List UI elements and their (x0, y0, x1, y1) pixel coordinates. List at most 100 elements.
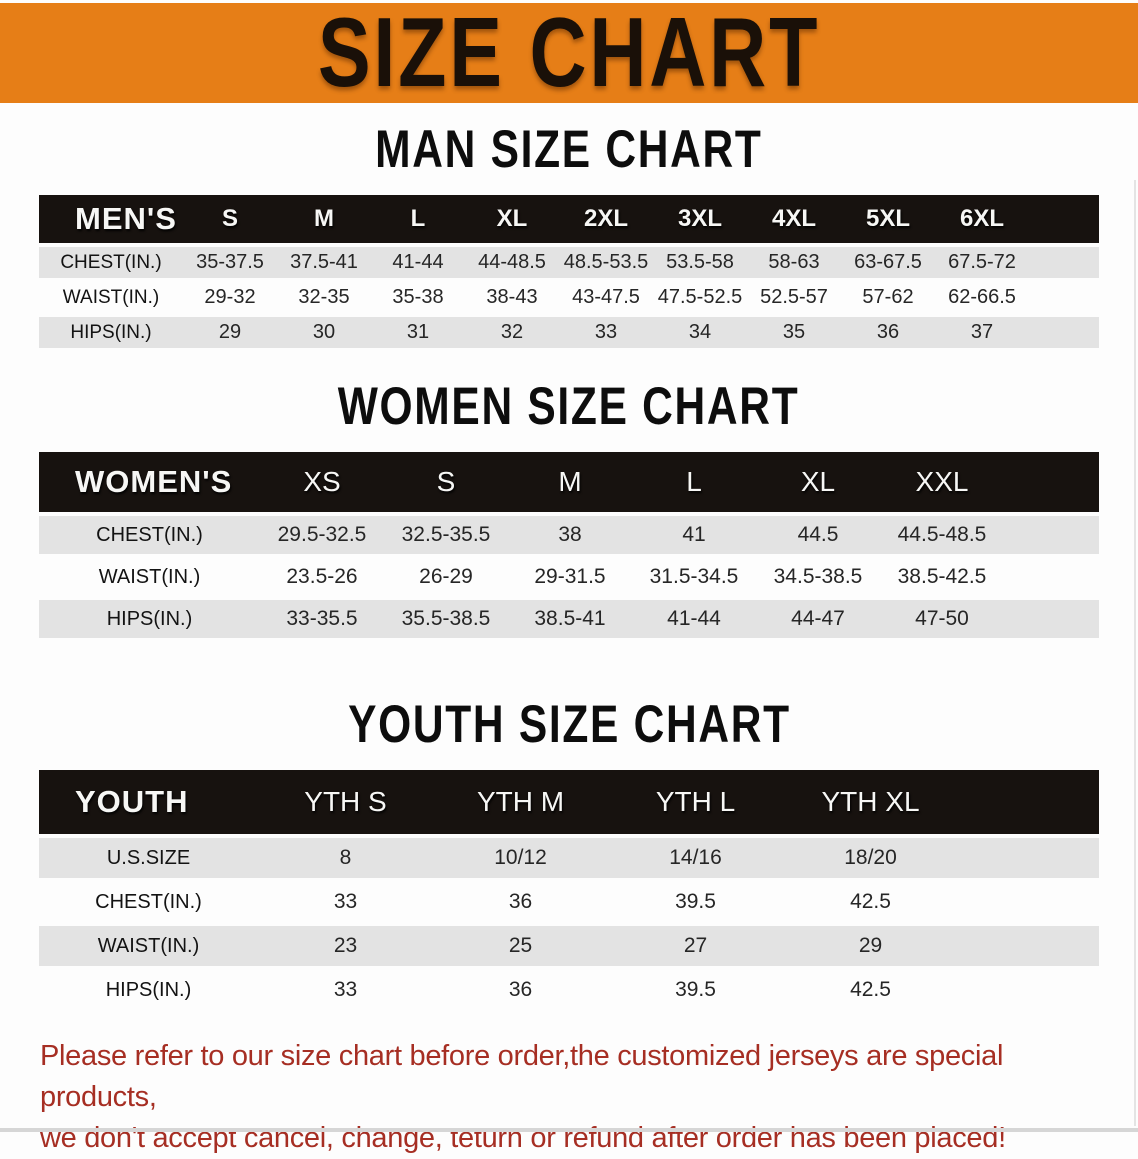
women-cell: 41 (632, 516, 756, 554)
women-cell: 35.5-38.5 (384, 600, 508, 638)
filler-cell (958, 838, 1099, 878)
youth-table-header-row: YOUTH YTH S YTH M YTH L YTH XL (39, 770, 1099, 834)
men-cell: 36 (841, 317, 935, 348)
women-chest-row: CHEST(IN.) 29.5-32.5 32.5-35.5 38 41 44.… (39, 516, 1099, 554)
women-table-label: WOMEN'S (39, 452, 260, 512)
row-label: U.S.SIZE (39, 838, 258, 878)
row-label: WAIST(IN.) (39, 926, 258, 966)
men-size-col: 2XL (559, 195, 653, 243)
row-label: HIPS(IN.) (39, 317, 183, 348)
youth-table-label: YOUTH (39, 770, 258, 834)
men-cell: 37 (935, 317, 1029, 348)
youth-cell: 25 (433, 926, 608, 966)
women-cell: 23.5-26 (286, 565, 358, 588)
row-label: CHEST(IN.) (95, 890, 202, 913)
men-cell: 57-62 (862, 286, 914, 308)
row-label: WAIST(IN.) (62, 286, 160, 308)
youth-size-col: YTH M (433, 770, 608, 834)
women-cell: 26-29 (419, 565, 473, 588)
men-size-col: M (277, 195, 371, 243)
youth-cell: 39.5 (675, 978, 716, 1001)
men-section-heading: MAN SIZE CHART (0, 119, 1138, 179)
men-cell: 67.5-72 (935, 247, 1029, 278)
filler-cell (958, 926, 1099, 966)
filler-cell (1004, 516, 1099, 554)
women-cell: 38.5-41 (508, 600, 632, 638)
men-table-header-row: MEN'S S M L XL 2XL 3XL 4XL 5XL 6XL (39, 195, 1099, 243)
women-cell: 44-47 (756, 600, 880, 638)
men-cell: 63-67.5 (841, 247, 935, 278)
men-table-label: MEN'S (39, 195, 183, 243)
women-cell: 34.5-38.5 (773, 565, 863, 588)
filler-cell (1004, 452, 1099, 512)
youth-size-table: YOUTH YTH S YTH M YTH L YTH XL U.S.SIZE … (39, 766, 1099, 1014)
men-cell: 29-32 (204, 286, 256, 308)
row-label: HIPS(IN.) (39, 600, 260, 638)
row-label: CHEST(IN.) (39, 516, 260, 554)
men-cell: 58-63 (747, 247, 841, 278)
men-hips-row: HIPS(IN.) 29 30 31 32 33 34 35 36 37 (39, 317, 1099, 348)
women-cell: 41-44 (632, 600, 756, 638)
women-cell: 29-31.5 (534, 565, 606, 588)
men-cell: 31 (371, 317, 465, 348)
youth-cell: 10/12 (433, 838, 608, 878)
women-size-col: XXL (880, 452, 1004, 512)
men-size-col: S (183, 195, 277, 243)
women-cell: 33-35.5 (260, 600, 384, 638)
youth-cell: 39.5 (675, 890, 716, 913)
row-label: WAIST(IN.) (98, 565, 201, 588)
women-cell: 47-50 (880, 600, 1004, 638)
women-heading-text: WOMEN SIZE CHART (338, 376, 800, 436)
women-section-heading: WOMEN SIZE CHART (0, 376, 1138, 436)
men-cell: 53.5-58 (653, 247, 747, 278)
youth-cell: 42.5 (850, 890, 891, 913)
men-cell: 38-43 (486, 286, 538, 308)
youth-cell: 36 (508, 978, 533, 1001)
filler-cell (1004, 558, 1099, 596)
men-cell: 52.5-57 (760, 286, 828, 308)
women-size-col: M (508, 452, 632, 512)
men-cell: 35 (747, 317, 841, 348)
men-cell: 35-38 (392, 286, 444, 308)
filler-cell (1004, 600, 1099, 638)
men-size-col: 6XL (935, 195, 1029, 243)
size-chart-banner: SIZE CHART (0, 0, 1138, 107)
women-size-col: XS (260, 452, 384, 512)
men-cell: 34 (653, 317, 747, 348)
youth-heading-text: YOUTH SIZE CHART (347, 694, 791, 754)
women-table-header-row: WOMEN'S XS S M L XL XXL (39, 452, 1099, 512)
youth-cell: 27 (608, 926, 783, 966)
image-bottom-edge (0, 1128, 1138, 1132)
women-cell: 32.5-35.5 (384, 516, 508, 554)
youth-ussize-row: U.S.SIZE 8 10/12 14/16 18/20 (39, 838, 1099, 878)
women-hips-row: HIPS(IN.) 33-35.5 35.5-38.5 38.5-41 41-4… (39, 600, 1099, 638)
filler-cell (1029, 282, 1099, 313)
filler-cell (1029, 317, 1099, 348)
men-cell: 32-35 (298, 286, 350, 308)
row-label: HIPS(IN.) (105, 978, 192, 1001)
men-size-table: MEN'S S M L XL 2XL 3XL 4XL 5XL 6XL CHEST… (39, 191, 1099, 352)
youth-cell: 14/16 (608, 838, 783, 878)
men-cell: 33 (559, 317, 653, 348)
men-cell: 41-44 (371, 247, 465, 278)
youth-cell: 42.5 (850, 978, 891, 1001)
men-cell: 62-66.5 (948, 286, 1016, 308)
disclaimer-line-1: Please refer to our size chart before or… (40, 1040, 1004, 1113)
women-waist-row: WAIST(IN.) 23.5-26 26-29 29-31.5 31.5-34… (39, 558, 1099, 596)
men-size-col: 3XL (653, 195, 747, 243)
women-size-col: S (384, 452, 508, 512)
men-chest-row: CHEST(IN.) 35-37.5 37.5-41 41-44 44-48.5… (39, 247, 1099, 278)
men-cell: 44-48.5 (465, 247, 559, 278)
youth-cell: 18/20 (783, 838, 958, 878)
men-cell: 35-37.5 (183, 247, 277, 278)
women-cell: 29.5-32.5 (260, 516, 384, 554)
youth-cell: 23 (258, 926, 433, 966)
women-size-col: L (632, 452, 756, 512)
youth-cell: 29 (783, 926, 958, 966)
men-cell: 29 (183, 317, 277, 348)
youth-section-heading: YOUTH SIZE CHART (0, 694, 1138, 754)
filler-cell (958, 770, 1099, 834)
men-heading-text: MAN SIZE CHART (375, 119, 763, 179)
women-cell: 44.5 (756, 516, 880, 554)
men-cell: 48.5-53.5 (559, 247, 653, 278)
